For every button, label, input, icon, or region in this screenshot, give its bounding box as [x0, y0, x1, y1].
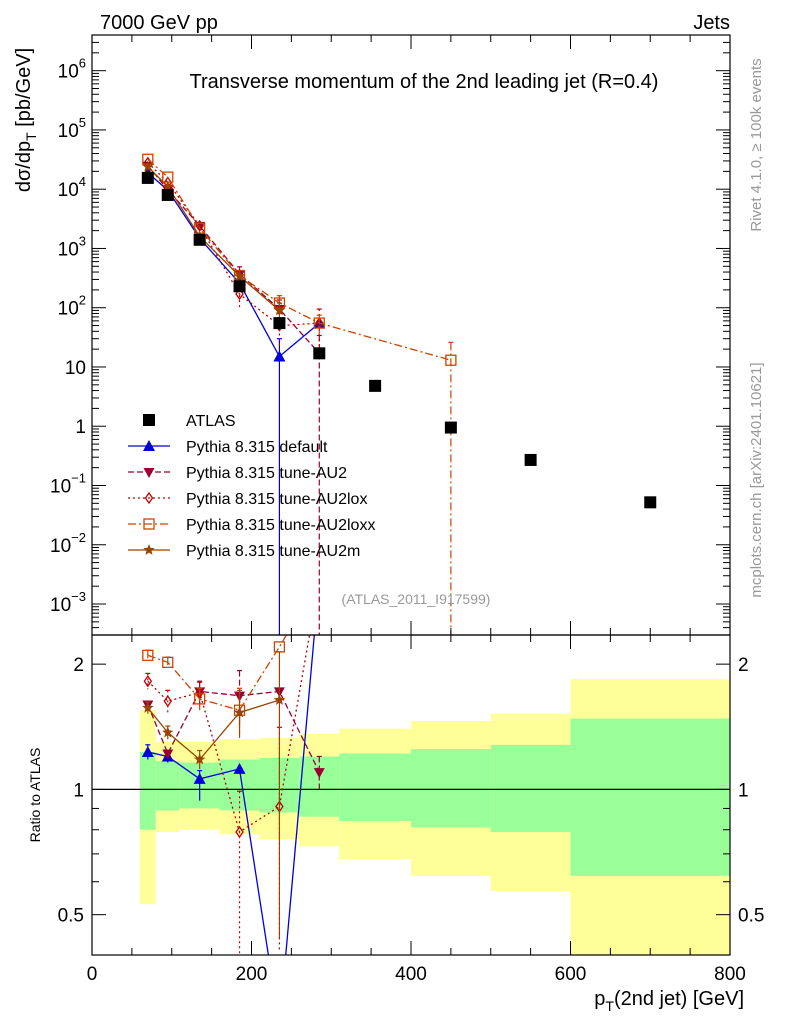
legend-marker-au2loxx — [143, 518, 155, 530]
main-data-point-0 — [141, 171, 154, 184]
xtick-label-4: 800 — [714, 964, 746, 985]
legend: ATLAS Pythia 8.315 default Pythia 8.315 tu… — [128, 413, 375, 560]
ratio-au2-point-5 — [313, 768, 325, 779]
legend-label-au2lox: Pythia 8.315 tune-AU2lox — [186, 491, 367, 508]
main-data-point-6 — [369, 379, 382, 392]
main-au2m-point-0 — [142, 160, 154, 172]
band-inner-6 — [339, 753, 411, 821]
ratio-au2m-point-0 — [142, 701, 154, 713]
band-inner-7 — [411, 749, 491, 828]
ratio-au2-point-1 — [162, 749, 174, 760]
ytick-label-9: 10−3 — [50, 589, 86, 616]
energy-label: 7000 GeV pp — [100, 12, 218, 34]
main-au2m-point-3 — [233, 270, 246, 282]
ytick-label-2: 104 — [58, 174, 86, 201]
xtick-label-0: 0 — [87, 964, 98, 985]
legend-label-data: ATLAS — [186, 413, 236, 430]
x-axis-label: pT(2nd jet) [GeV] — [594, 988, 744, 1014]
main-au2-line — [147, 165, 320, 354]
main-au2m-point-1 — [162, 180, 174, 192]
main-au2lox-line — [147, 162, 320, 327]
mcplots-label: mcplots.cern.ch [arXiv:2401.10621] — [748, 362, 765, 597]
ratio-y-axis-ticks: 0.5 0.5 1 1 2 2 — [58, 655, 764, 956]
ratio-au2loxx-point-1 — [162, 656, 174, 668]
ytick-label-1: 105 — [58, 115, 86, 142]
ratio-frame — [91, 634, 731, 956]
band-inner-9 — [570, 718, 730, 876]
ratio-au2loxx-point-2 — [194, 693, 206, 705]
rivet-label: Rivet 4.1.0, ≥ 100k events — [748, 58, 765, 231]
ytick-label-7: 10−1 — [50, 470, 86, 497]
ratio-default-point-2 — [193, 772, 206, 784]
main-au2loxx-line — [147, 158, 452, 361]
main-data-point-3 — [233, 280, 246, 293]
analysis-label: (ATLAS_2011_I917599) — [342, 591, 491, 607]
ratio-au2m-point-3 — [233, 706, 246, 718]
ratio-au2loxx-point-0 — [142, 649, 154, 661]
ratio-default-line — [147, 635, 315, 955]
main-au2loxx-point-6 — [445, 354, 457, 366]
main-au2lox-point-3 — [235, 287, 244, 301]
ratio-ytick-label-right-0: 0.5 — [738, 906, 764, 927]
main-data-point-2 — [193, 233, 206, 246]
xtick-label-3: 600 — [555, 964, 587, 985]
y-axis-label: dσ/dpT [pb/GeV] — [13, 48, 39, 192]
ratio-au2loxx-point-4 — [273, 641, 286, 653]
legend-marker-au2m — [143, 544, 155, 555]
main-au2m-point-4 — [273, 304, 286, 316]
ratio-au2lox-point-3 — [235, 825, 244, 839]
ratio-ytick-label-right-2: 2 — [738, 655, 749, 676]
ytick-label-8: 10−2 — [50, 530, 86, 557]
ytick-label-6: 1 — [75, 417, 86, 438]
ratio-default-point-0 — [141, 745, 154, 757]
ratio-au2lox-point-0 — [143, 675, 153, 688]
ratio-default-point-3 — [233, 762, 246, 774]
main-data-point-9 — [644, 496, 657, 509]
ratio-panel: 0.5 0.51 12 2 0 200 400 600 800 Ratio to ATLAS … — [27, 35, 764, 1024]
ratio-ytick-label-right-1: 1 — [738, 780, 749, 801]
legend-label-au2m: Pythia 8.315 tune-AU2m — [186, 543, 360, 560]
ratio-au2-line — [147, 690, 320, 773]
ytick-label-0: 106 — [58, 56, 86, 83]
main-data-point-4 — [273, 317, 286, 330]
main-default-point-4 — [273, 350, 286, 362]
legend-marker-default — [143, 440, 155, 451]
legend-marker-data — [143, 414, 155, 426]
main-au2loxx-point-5 — [313, 317, 325, 329]
process-label: Jets — [693, 12, 730, 34]
ytick-label-4: 102 — [58, 293, 86, 320]
legend-marker-au2 — [143, 468, 155, 478]
ytick-label-3: 103 — [58, 233, 86, 260]
x-axis-ticks: 0 200 400 600 800 — [87, 35, 746, 985]
ytick-label-5: 10 — [65, 358, 86, 379]
legend-label-au2loxx: Pythia 8.315 tune-AU2loxx — [186, 517, 375, 534]
main-data-point-8 — [524, 453, 537, 466]
legend-label-au2: Pythia 8.315 tune-AU2 — [186, 465, 347, 482]
xtick-label-1: 200 — [236, 964, 268, 985]
main-data-point-5 — [313, 347, 326, 360]
ratio-au2lox-point-1 — [163, 694, 173, 708]
main-plot-title: Transverse momentum of the 2nd leading j… — [190, 71, 659, 93]
ratio-au2loxx-line — [147, 635, 288, 711]
main-data-point-1 — [161, 188, 174, 201]
main-data-point-7 — [444, 421, 457, 434]
ratio-au2m-point-1 — [162, 726, 174, 738]
legend-label-default: Pythia 8.315 default — [186, 439, 328, 456]
ratio-ytick-label-left-0: 0.5 — [58, 906, 84, 927]
ratio-au2lox-point-2 — [195, 686, 204, 699]
ratio-y-axis-label: Ratio to ATLAS — [27, 748, 43, 843]
ratio-ytick-label-left-1: 1 — [73, 780, 84, 801]
legend-marker-au2lox — [144, 491, 154, 505]
band-inner-0 — [139, 751, 156, 830]
xtick-label-2: 400 — [395, 964, 427, 985]
band-inner-1 — [155, 761, 180, 811]
band-inner-8 — [490, 744, 571, 833]
ratio-au2m-point-4 — [273, 694, 286, 705]
ratio-default-point-4 — [273, 1020, 285, 1024]
main-panel: Transverse momentum of the 2nd leading j… — [13, 34, 731, 636]
ratio-au2m-point-2 — [194, 753, 206, 765]
ratio-ytick-label-left-2: 2 — [73, 655, 84, 676]
